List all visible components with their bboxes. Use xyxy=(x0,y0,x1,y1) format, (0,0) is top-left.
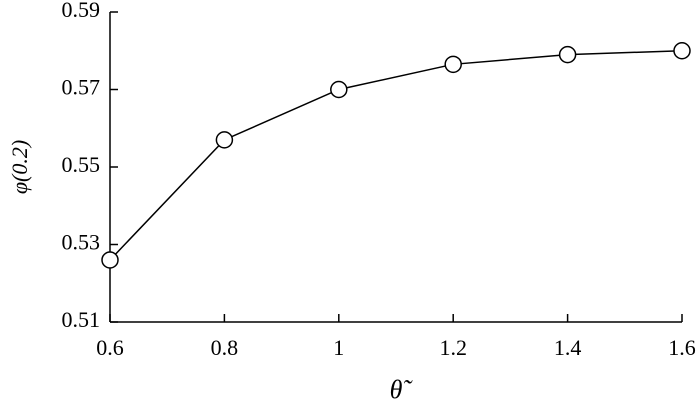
y-axis-label: φ(0.2) xyxy=(7,140,32,194)
marker xyxy=(444,55,462,74)
marker xyxy=(673,42,691,60)
y-tick-label: 0.55 xyxy=(62,152,101,177)
marker xyxy=(558,45,577,64)
y-tick-label: 0.57 xyxy=(62,75,101,100)
y-tick-label: 0.53 xyxy=(62,230,101,255)
line xyxy=(109,50,683,261)
y-tick-label: 0.59 xyxy=(62,0,101,22)
x-tick-label: 0.6 xyxy=(96,335,124,360)
marker xyxy=(215,131,234,149)
marker xyxy=(330,80,348,99)
marker xyxy=(101,251,119,269)
x-tick-label: 1 xyxy=(333,335,344,360)
y-tick-label: 0.51 xyxy=(62,307,101,332)
x-tick-label: 0.8 xyxy=(211,335,239,360)
x-tick-label: 1.4 xyxy=(554,335,582,360)
x-tick-label: 1.2 xyxy=(439,335,467,360)
x-tick-label: 1.6 xyxy=(668,335,696,360)
x-axis-label: θ̃ xyxy=(390,375,414,404)
